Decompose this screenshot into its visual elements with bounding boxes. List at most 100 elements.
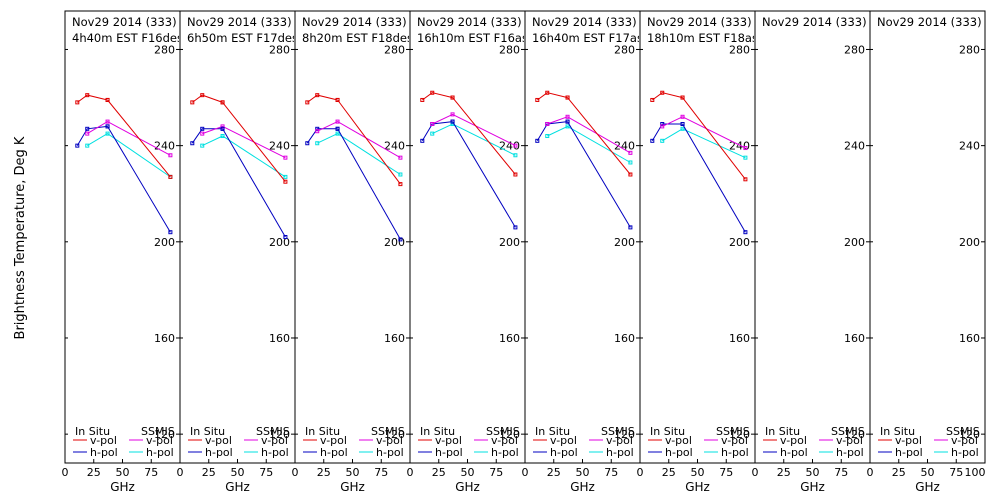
- data-point-insitu_h: [85, 126, 90, 131]
- y-tick-label: 240: [614, 140, 635, 153]
- data-point-ssmis_h: [513, 153, 518, 158]
- y-tick-label: 280: [269, 43, 290, 56]
- y-tick-label: 160: [729, 332, 750, 345]
- legend-label-insitu: h-pol: [320, 446, 348, 459]
- data-point-ssmis_h: [628, 160, 633, 165]
- data-point-insitu_v: [305, 100, 310, 105]
- legend-label-ssmis: v-pol: [606, 434, 633, 447]
- data-point-insitu_h: [305, 141, 310, 146]
- x-axis-label: GHz: [455, 480, 480, 494]
- legend-label-ssmis: v-pol: [951, 434, 978, 447]
- panel-1: 120 160 200 240 280 0 25 50 75 GHz Nov29 2014 (333…: [62, 10, 183, 494]
- data-point-ssmis_h: [315, 141, 320, 146]
- series-line-ssmis_v: [662, 116, 746, 149]
- panel-title-date: Nov29 2014 (333): [302, 15, 407, 29]
- legend-label-insitu: v-pol: [205, 434, 232, 447]
- legend-label-ssmis: h-pol: [491, 446, 519, 459]
- panel-title-date: Nov29 2014 (333): [417, 15, 522, 29]
- data-point-ssmis_h: [680, 126, 685, 131]
- data-point-insitu_v: [650, 97, 655, 102]
- data-point-insitu_h: [315, 126, 320, 131]
- x-tick-label: 25: [432, 466, 446, 479]
- panel-title-date: Nov29 2014 (333): [532, 15, 637, 29]
- x-tick-label: 75: [949, 466, 963, 479]
- series-line-ssmis_h: [317, 133, 401, 175]
- legend-label-ssmis: v-pol: [146, 434, 173, 447]
- panel-5: 120 160 200 240 280 0 25 50 75 GHz Nov29 2014 (333…: [522, 10, 649, 494]
- series-line-insitu_v: [537, 92, 568, 101]
- data-point-ssmis_h: [85, 143, 90, 148]
- data-point-insitu_h: [283, 235, 288, 239]
- series-line-insitu_v: [652, 92, 683, 101]
- y-tick-label: 280: [614, 43, 635, 56]
- series-line-ssmis_h: [202, 135, 286, 178]
- legend-label-ssmis: v-pol: [261, 434, 288, 447]
- x-tick-label: 25: [777, 466, 791, 479]
- legend-ssmis-title: SSMIS: [371, 425, 405, 438]
- series-line-insitu_h: [107, 126, 171, 233]
- data-point-insitu_v: [450, 95, 455, 100]
- legend-ssmis-title: SSMIS: [946, 425, 980, 438]
- data-point-ssmis_h: [220, 134, 225, 139]
- x-tick-label: 75: [719, 466, 733, 479]
- legend-label-ssmis: v-pol: [836, 434, 863, 447]
- data-point-insitu_v: [75, 100, 80, 105]
- data-point-insitu_v: [513, 172, 518, 177]
- data-point-insitu_v: [105, 97, 110, 102]
- panels: 120 160 200 240 280 0 25 50 75 GHz Nov29 2014 (333…: [62, 10, 986, 494]
- x-tick-label: 50: [806, 466, 820, 479]
- data-point-insitu_h: [513, 225, 518, 230]
- data-point-ssmis_v: [545, 122, 550, 126]
- legend-ssmis-title: SSMIS: [716, 425, 750, 438]
- x-tick-label: 50: [576, 466, 590, 479]
- series-line-insitu_h: [222, 128, 286, 238]
- legend-label-insitu: v-pol: [780, 434, 807, 447]
- series-line-insitu_h: [76, 125, 108, 146]
- series-line-insitu_v: [222, 102, 286, 183]
- legend-label-insitu: v-pol: [435, 434, 462, 447]
- data-point-ssmis_v: [743, 146, 748, 151]
- x-axis-label: GHz: [685, 480, 710, 494]
- legend-ssmis-title: SSMIS: [141, 425, 175, 438]
- data-point-ssmis_v: [450, 112, 455, 117]
- x-tick-label: 25: [892, 466, 906, 479]
- legend-label-ssmis: h-pol: [606, 446, 634, 459]
- panel-title-pass: 16h40m EST F17asc: [532, 31, 649, 45]
- data-point-ssmis_v: [335, 119, 340, 124]
- data-point-insitu_h: [535, 138, 540, 143]
- data-point-insitu_h: [650, 138, 655, 143]
- x-tick-label: 75: [259, 466, 273, 479]
- data-point-ssmis_v: [168, 153, 173, 158]
- series-line-insitu_v: [337, 99, 401, 185]
- data-point-insitu_h: [75, 143, 80, 148]
- data-point-insitu_h: [200, 126, 205, 131]
- data-point-insitu_h: [105, 124, 110, 129]
- legend-insitu-title: In Situ: [765, 425, 800, 438]
- panel-title-date: Nov29 2014 (333): [187, 15, 292, 29]
- data-point-ssmis_v: [398, 155, 403, 160]
- panel-title-pass: 4h40m EST F16des: [72, 31, 183, 45]
- legend-label-ssmis: h-pol: [146, 446, 174, 459]
- series-line-ssmis_v: [202, 125, 286, 159]
- panel-title-date: Nov29 2014 (333): [877, 15, 982, 29]
- x-tick-label: 75: [374, 466, 388, 479]
- legend-label-ssmis: h-pol: [376, 446, 404, 459]
- x-tick-label: 0: [407, 466, 414, 479]
- y-tick-label: 160: [614, 332, 635, 345]
- x-tick-label: 100: [965, 466, 986, 479]
- legend-label-insitu: v-pol: [320, 434, 347, 447]
- data-point-insitu_v: [220, 100, 225, 105]
- x-tick-label: 75: [604, 466, 618, 479]
- series-line-insitu_v: [107, 99, 171, 178]
- data-point-ssmis_v: [660, 124, 665, 129]
- data-point-insitu_v: [430, 90, 435, 95]
- y-tick-label: 120: [154, 428, 175, 441]
- legend-label-insitu: h-pol: [550, 446, 578, 459]
- y-tick-label: 280: [729, 43, 750, 56]
- legend-label-ssmis: h-pol: [836, 446, 864, 459]
- series-line-insitu_h: [651, 123, 683, 142]
- data-point-insitu_v: [535, 97, 540, 102]
- data-point-ssmis_h: [200, 143, 205, 148]
